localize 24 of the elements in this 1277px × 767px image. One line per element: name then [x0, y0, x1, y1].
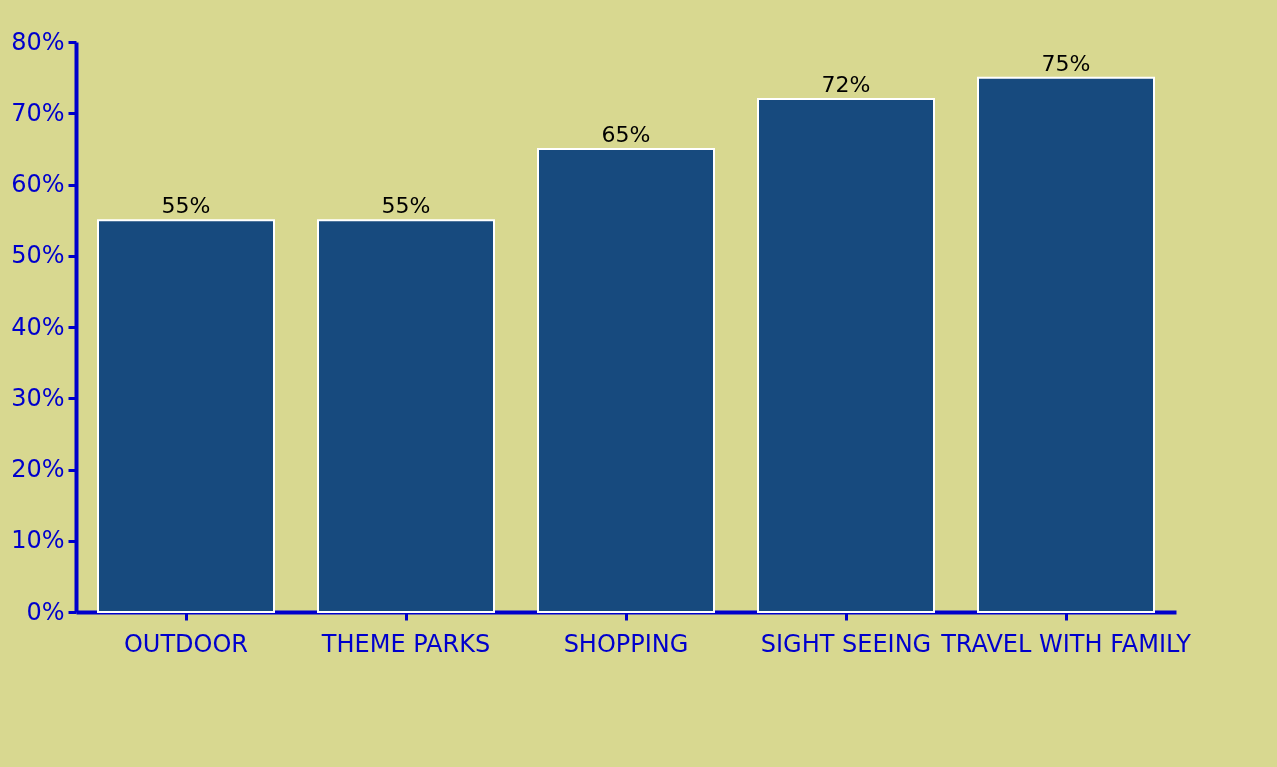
- y-tick-label: 50%: [11, 241, 65, 270]
- data-label: 55%: [161, 193, 211, 219]
- data-label: 55%: [381, 193, 431, 219]
- y-tick-label: 70%: [11, 98, 65, 127]
- x-tick-label: SIGHT SEEING: [760, 629, 932, 658]
- y-tick-label: 0%: [26, 597, 65, 626]
- y-tick-label: 20%: [11, 455, 65, 483]
- y-tick-label: 30%: [11, 383, 65, 412]
- x-tick-label: OUTDOOR: [123, 629, 249, 658]
- data-label: 65%: [601, 121, 651, 147]
- x-tick-label: TRAVEL WITH FAMILY: [940, 629, 1192, 658]
- y-tick-label: 80%: [11, 27, 65, 56]
- y-tick-label: 10%: [11, 526, 65, 555]
- x-tick-label: THEME PARKS: [320, 629, 491, 658]
- y-tick-label: 60%: [11, 170, 65, 198]
- bar: [317, 219, 495, 613]
- data-label: 72%: [821, 72, 871, 97]
- bar: [537, 147, 715, 613]
- bar: [977, 76, 1155, 613]
- x-tick-label: SHOPPING: [563, 629, 689, 658]
- y-tick-label: 40%: [11, 312, 65, 341]
- data-label: 75%: [1041, 50, 1091, 76]
- bar: [757, 98, 935, 613]
- bar: [97, 219, 275, 613]
